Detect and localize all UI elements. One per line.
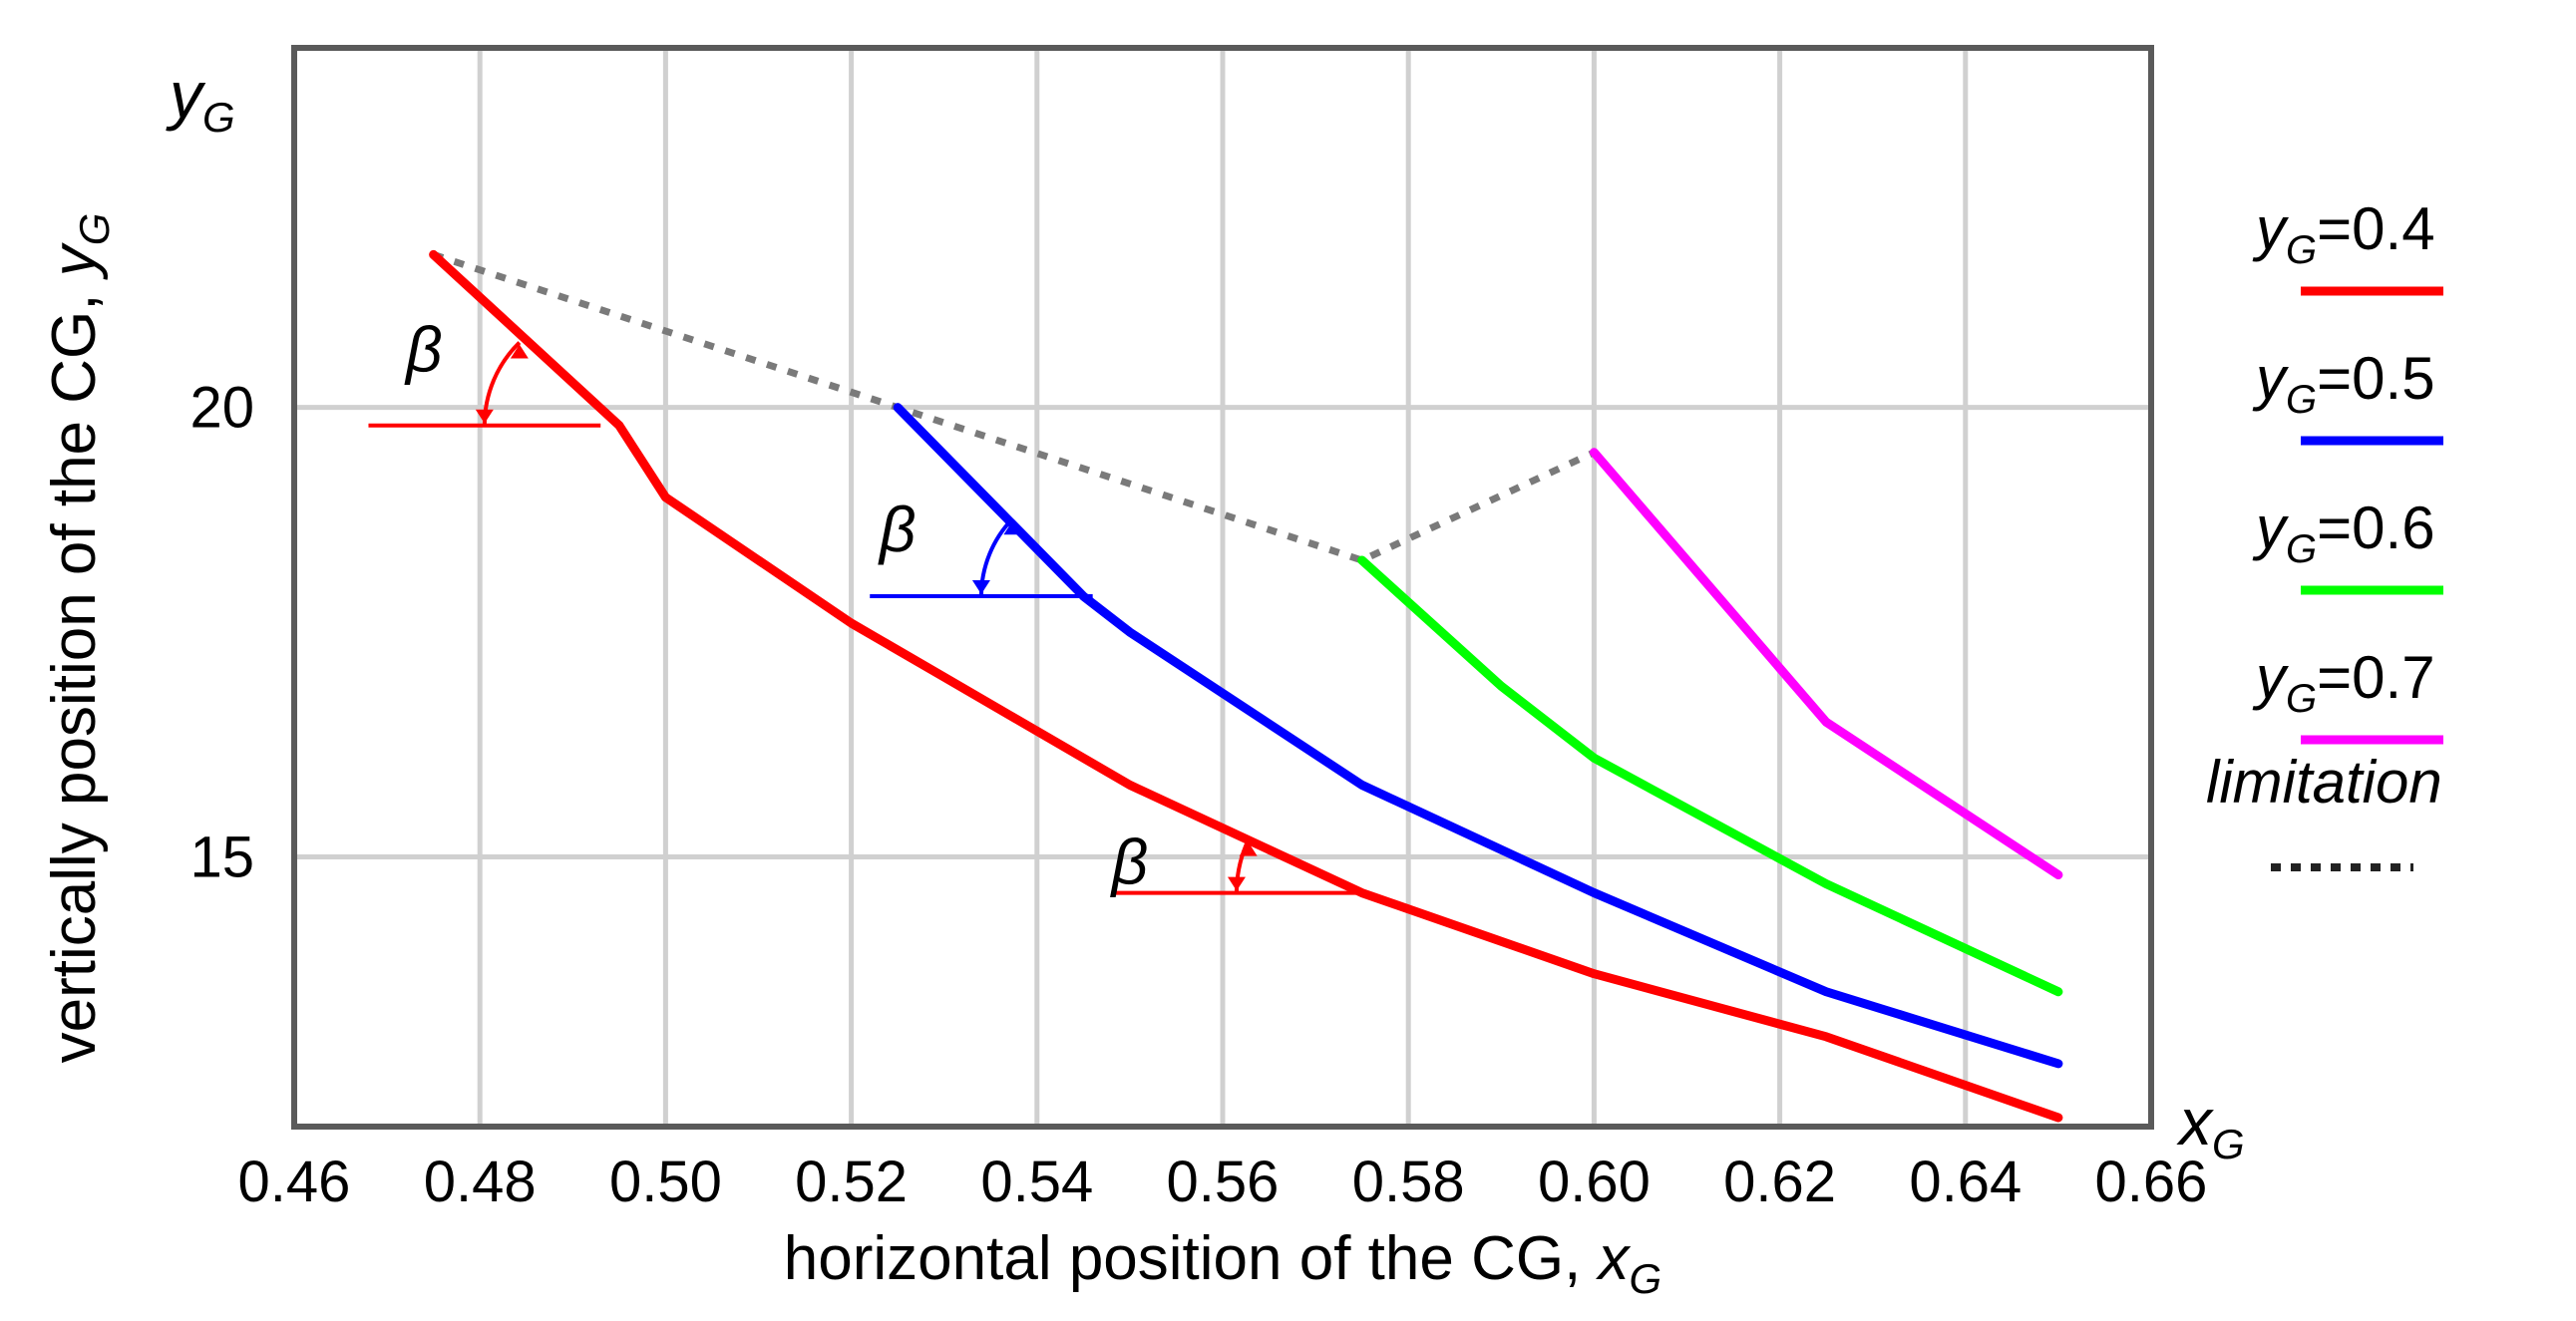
x-tick-label: 0.46: [238, 1150, 351, 1214]
x-tick-label: 0.58: [1352, 1150, 1465, 1214]
legend-label: yG=0.6: [2252, 495, 2435, 571]
x-tick-label: 0.56: [1167, 1150, 1280, 1214]
beta-annotation: β: [870, 494, 1093, 599]
x-tick-label: 0.50: [609, 1150, 722, 1214]
beta-arrowhead: [510, 344, 529, 359]
y-axis-label: vertically position of the CG, yG: [40, 213, 118, 1064]
x-tick-label: 0.48: [424, 1150, 537, 1214]
legend-label-limitation: limitation: [2206, 749, 2442, 816]
beta-arrowhead: [971, 580, 990, 595]
series-line-yg04: [429, 249, 2063, 1123]
legend-label: yG=0.5: [2252, 345, 2435, 422]
series-lines: [429, 249, 2063, 1123]
series-line-yg06: [1357, 555, 2063, 997]
beta-annotation: β: [368, 314, 601, 428]
beta-annotation: β: [1110, 826, 1362, 898]
y-tick-label: 20: [189, 376, 254, 441]
plot-frame: [291, 45, 2154, 1130]
x-axis-variable: xG: [2176, 1085, 2245, 1167]
beta-annotations: β β β: [368, 314, 1362, 898]
beta-arrowhead: [475, 409, 494, 424]
x-tick-label: 0.60: [1538, 1150, 1651, 1214]
x-tick-label: 0.64: [1909, 1150, 2022, 1214]
y-axis-variable: yG: [166, 58, 235, 141]
x-tick-label: 0.66: [2095, 1150, 2208, 1214]
limitation-line: [432, 251, 1596, 564]
beta-label: β: [878, 494, 917, 565]
beta-label: β: [404, 314, 443, 386]
x-axis-label: horizontal position of the CG, xG: [784, 1224, 1661, 1302]
grid: [291, 48, 2154, 1127]
legend-label: yG=0.7: [2252, 644, 2435, 721]
beta-arrowhead: [1239, 841, 1258, 856]
legend: yG=0.4 yG=0.5 yG=0.6 yG=0.7 limitation: [2206, 195, 2443, 871]
tick-labels: 0.46 0.48 0.50 0.52 0.54 0.56 0.58 0.60 0.62 0.64…: [189, 376, 2207, 1214]
legend-label: yG=0.4: [2252, 195, 2435, 272]
beta-arrowhead: [1227, 876, 1246, 891]
beta-arrowhead: [1003, 520, 1022, 535]
x-tick-label: 0.62: [1723, 1150, 1836, 1214]
x-tick-label: 0.54: [980, 1150, 1093, 1214]
series-line-yg07: [1589, 448, 2063, 880]
y-tick-label: 15: [189, 826, 254, 890]
beta-label: β: [1110, 826, 1149, 898]
x-tick-label: 0.52: [795, 1150, 908, 1214]
